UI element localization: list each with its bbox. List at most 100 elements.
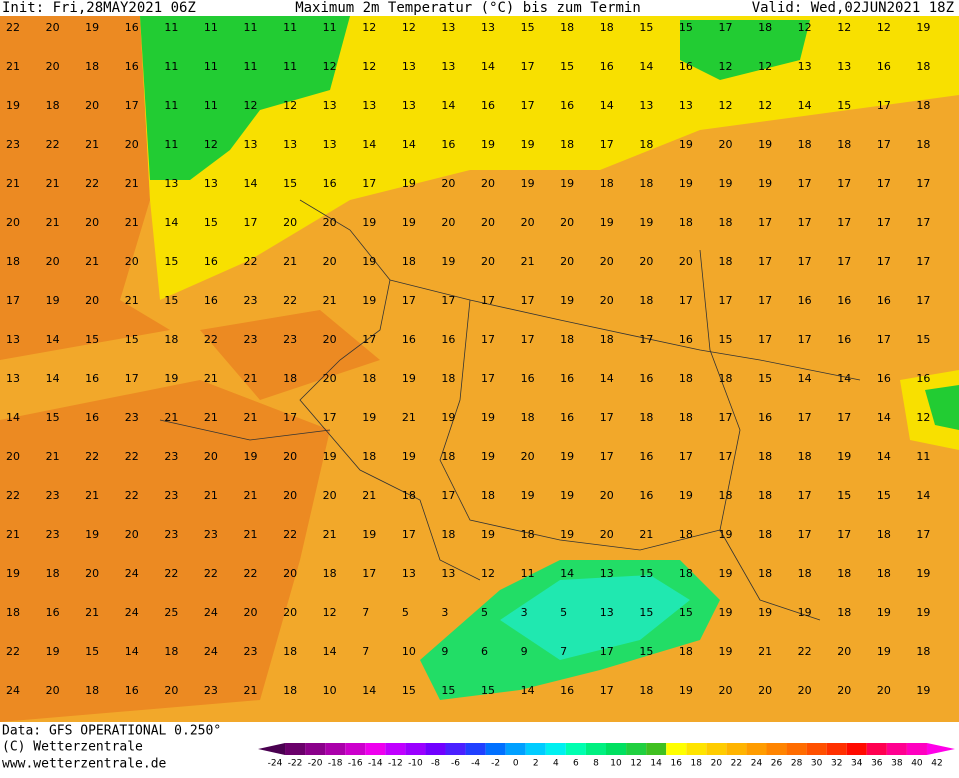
temperature-value: 5 xyxy=(481,606,488,619)
temperature-value: 17 xyxy=(719,411,733,424)
temperature-value: 11 xyxy=(323,21,337,34)
legend-swatch xyxy=(365,743,386,755)
temperature-value: 13 xyxy=(204,177,218,190)
temperature-value: 17 xyxy=(600,645,614,658)
temperature-value: 13 xyxy=(164,177,178,190)
temperature-value: 14 xyxy=(244,177,258,190)
legend-tick-label: -22 xyxy=(288,759,303,769)
temperature-value: 19 xyxy=(679,684,693,697)
temperature-value: 17 xyxy=(837,528,851,541)
temperature-value: 19 xyxy=(560,528,574,541)
temperature-value: 15 xyxy=(402,684,416,697)
temperature-value: 20 xyxy=(244,606,258,619)
temperature-value: 17 xyxy=(719,294,733,307)
legend-swatch xyxy=(826,743,847,755)
temperature-value: 19 xyxy=(560,489,574,502)
temperature-value: 20 xyxy=(560,255,574,268)
temperature-value: 16 xyxy=(560,372,574,385)
temperature-value: 14 xyxy=(362,138,376,151)
temperature-value: 17 xyxy=(798,216,812,229)
temperature-value: 21 xyxy=(402,411,416,424)
temperature-value: 18 xyxy=(916,645,930,658)
temperature-value: 18 xyxy=(758,567,772,580)
legend-tick-label: -6 xyxy=(451,759,460,769)
temperature-value: 12 xyxy=(244,99,258,112)
temperature-value: 5 xyxy=(402,606,409,619)
temperature-value: 20 xyxy=(719,138,733,151)
temperature-value: 22 xyxy=(6,645,20,658)
temperature-value: 18 xyxy=(362,450,376,463)
temperature-value: 19 xyxy=(521,489,535,502)
temperature-value: 18 xyxy=(441,372,455,385)
temperature-value: 17 xyxy=(877,138,891,151)
legend-tick-label: 22 xyxy=(731,759,742,769)
temperature-value: 16 xyxy=(204,294,218,307)
temperature-value: 17 xyxy=(362,567,376,580)
legend-tick-label: 34 xyxy=(851,759,863,769)
legend-swatch xyxy=(686,743,707,755)
temperature-value: 11 xyxy=(204,60,218,73)
temperature-value: 19 xyxy=(758,177,772,190)
temperature-value: 19 xyxy=(758,138,772,151)
temperature-value: 12 xyxy=(719,99,733,112)
temperature-value: 21 xyxy=(639,528,653,541)
temperature-value: 23 xyxy=(283,333,297,346)
temperature-value: 23 xyxy=(244,333,258,346)
temperature-value: 18 xyxy=(639,138,653,151)
legend-swatch xyxy=(565,743,586,755)
legend-swatch xyxy=(485,743,506,755)
temperature-value: 16 xyxy=(639,489,653,502)
temperature-value: 16 xyxy=(560,99,574,112)
temperature-value: 17 xyxy=(877,216,891,229)
temperature-value: 22 xyxy=(283,294,297,307)
temperature-value: 14 xyxy=(125,645,139,658)
temperature-value: 19 xyxy=(719,528,733,541)
temperature-value: 20 xyxy=(283,216,297,229)
temperature-value: 20 xyxy=(441,216,455,229)
temperature-value: 16 xyxy=(402,333,416,346)
temperature-value: 18 xyxy=(916,99,930,112)
temperature-value: 18 xyxy=(798,567,812,580)
temperature-value: 15 xyxy=(877,489,891,502)
temperature-value: 22 xyxy=(798,645,812,658)
temperature-value: 17 xyxy=(719,450,733,463)
legend-tick-label: 30 xyxy=(811,759,823,769)
init-label: Init: Fri,28MAY2021 06Z xyxy=(2,0,196,16)
temperature-value: 3 xyxy=(441,606,448,619)
temperature-value: 11 xyxy=(204,21,218,34)
legend-tick-label: 6 xyxy=(573,759,579,769)
legend-tick-label: -24 xyxy=(268,759,283,769)
temperature-value: 18 xyxy=(441,450,455,463)
legend-swatch xyxy=(786,743,807,755)
temperature-value: 17 xyxy=(837,255,851,268)
temperature-value: 22 xyxy=(46,138,60,151)
map-fill xyxy=(0,16,959,722)
temperature-value: 14 xyxy=(521,684,535,697)
temperature-value: 13 xyxy=(441,21,455,34)
temperature-value: 21 xyxy=(6,177,20,190)
temperature-value: 18 xyxy=(877,528,891,541)
temperature-value: 22 xyxy=(204,333,218,346)
temperature-value: 18 xyxy=(758,21,772,34)
temperature-value: 19 xyxy=(481,138,495,151)
temperature-value: 19 xyxy=(402,372,416,385)
temperature-value: 14 xyxy=(916,489,930,502)
temperature-value: 17 xyxy=(758,294,772,307)
legend-tick-label: 18 xyxy=(691,759,703,769)
temperature-value: 19 xyxy=(244,450,258,463)
temperature-value: 20 xyxy=(283,567,297,580)
temperature-value: 9 xyxy=(521,645,528,658)
temperature-value: 14 xyxy=(481,60,495,73)
temperature-value: 21 xyxy=(46,450,60,463)
temperature-value: 19 xyxy=(362,528,376,541)
temperature-value: 15 xyxy=(639,645,653,658)
temperature-value: 17 xyxy=(481,333,495,346)
temperature-value: 20 xyxy=(837,645,851,658)
temperature-value: 14 xyxy=(600,372,614,385)
legend-tick-label: 0 xyxy=(513,759,519,769)
temperature-value: 13 xyxy=(6,372,20,385)
temperature-value: 15 xyxy=(164,255,178,268)
temperature-value: 21 xyxy=(204,489,218,502)
legend-swatch xyxy=(846,743,867,755)
